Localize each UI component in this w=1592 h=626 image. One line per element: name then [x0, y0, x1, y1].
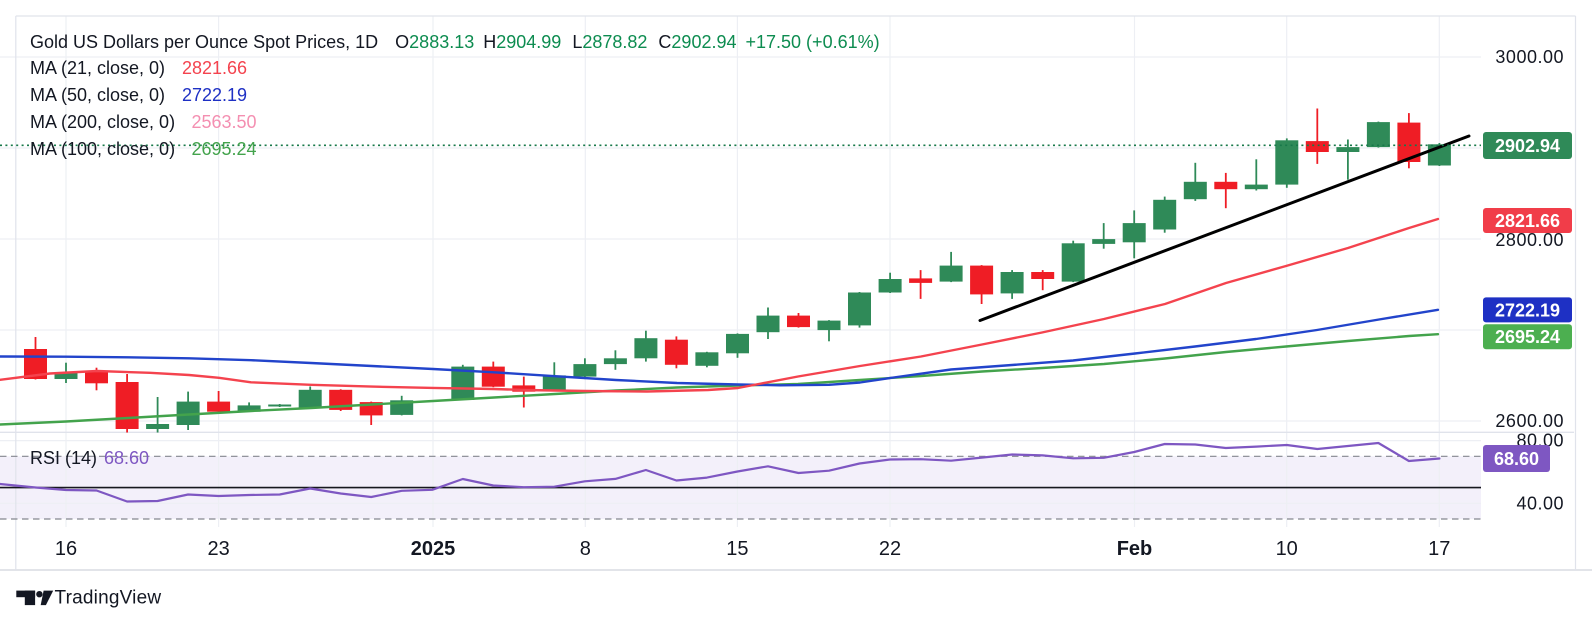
- svg-text:68.60: 68.60: [1494, 449, 1539, 469]
- svg-text:2821.66: 2821.66: [1495, 211, 1560, 231]
- svg-text:16: 16: [55, 538, 77, 560]
- svg-text:8: 8: [580, 538, 591, 560]
- svg-text:23: 23: [207, 538, 229, 560]
- svg-text:10: 10: [1276, 538, 1298, 560]
- svg-text:TradingView: TradingView: [55, 588, 162, 609]
- svg-text:2025: 2025: [411, 538, 456, 560]
- svg-text:2800.00: 2800.00: [1495, 230, 1564, 250]
- svg-text:3000.00: 3000.00: [1495, 47, 1564, 67]
- svg-text:2902.94: 2902.94: [1495, 136, 1560, 156]
- svg-text:40.00: 40.00: [1516, 493, 1564, 513]
- svg-text:17: 17: [1428, 538, 1450, 560]
- svg-text:2695.24: 2695.24: [1495, 327, 1560, 347]
- svg-text:2600.00: 2600.00: [1495, 411, 1564, 431]
- svg-text:Feb: Feb: [1117, 538, 1153, 560]
- svg-text:15: 15: [726, 538, 748, 560]
- svg-text:22: 22: [879, 538, 901, 560]
- svg-text:2722.19: 2722.19: [1495, 300, 1560, 320]
